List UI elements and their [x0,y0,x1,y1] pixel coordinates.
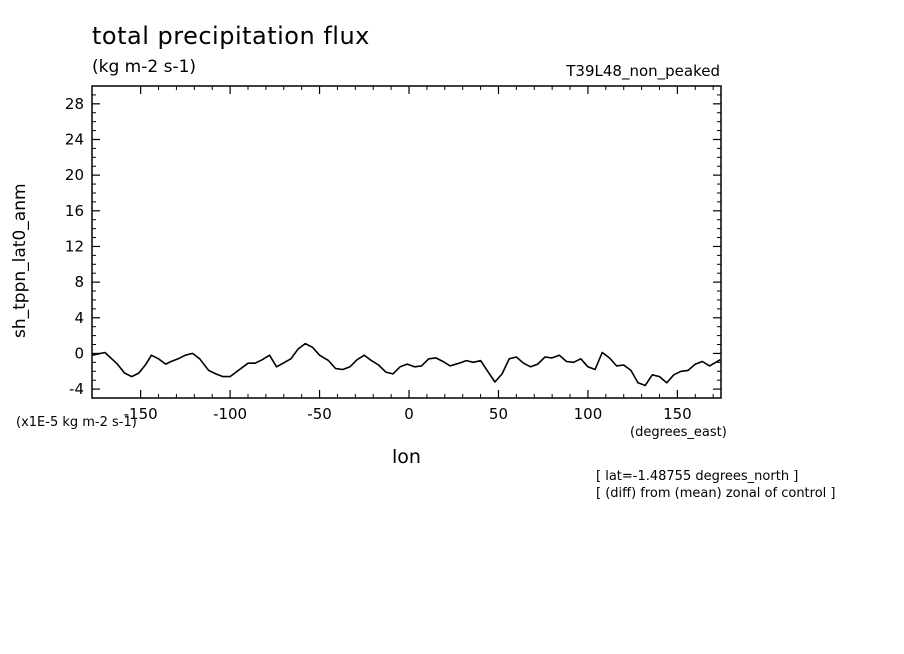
y-tick-label: -4 [69,380,84,398]
y-tick-label: 4 [74,309,84,327]
x-tick-label: -100 [213,405,247,423]
y-tick-label: 8 [74,273,84,291]
x-tick-label: -150 [124,405,158,423]
chart-title: total precipitation flux [92,22,370,50]
axes-group: -150 -100 -50 0 50 100 150 -4 0 4 8 12 16 20 24 28 [65,85,721,423]
x-tick-label: 50 [489,405,508,423]
y-tick-label: 16 [65,202,84,220]
chart-units: (kg m-2 s-1) [92,57,197,77]
y-tick-label: 24 [65,130,84,148]
diff-annotation: [ (diff) from (mean) zonal of control ] [596,486,836,501]
x-tick-label: 150 [663,405,692,423]
latitude-annotation: [ lat=-1.48755 degrees_north ] [596,469,799,484]
x-tick-label: 0 [404,405,414,423]
x-tick-label: -50 [307,405,332,423]
y-tick-label: 20 [65,166,84,184]
run-label: T39L48_non_peaked [566,62,720,80]
y-tick-label: 28 [65,95,84,113]
y-tick-label: 0 [74,344,84,362]
series-line [92,342,721,387]
x-axis-label: lon [392,446,421,468]
y-tick-label: 12 [65,237,84,255]
x-tick-label: 100 [574,405,603,423]
y-scale-note: (x1E-5 kg m-2 s-1) [16,415,137,430]
plot-frame [91,85,722,399]
x-units-label: (degrees_east) [630,425,727,440]
